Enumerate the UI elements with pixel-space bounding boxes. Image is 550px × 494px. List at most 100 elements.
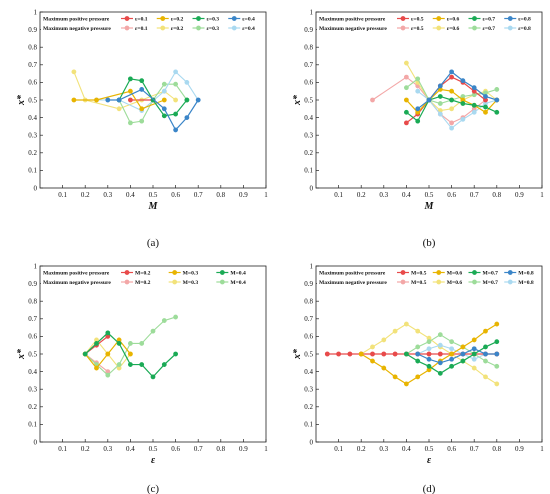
x-tick-label: 0.4 [126, 445, 135, 453]
data-point [403, 120, 409, 126]
legend-entry-label: ε=0.4 [242, 26, 255, 32]
data-point [437, 332, 443, 338]
legend-entry-label: ε=0.7 [483, 17, 496, 23]
data-point [370, 97, 375, 103]
data-point [403, 60, 409, 66]
legend-swatch-marker [472, 16, 477, 21]
legend-swatch-marker [172, 279, 178, 285]
x-tick-label: 0.2 [357, 445, 366, 453]
y-tick-label: 0.1 [304, 421, 313, 429]
y-tick-label: 0 [310, 438, 314, 446]
y-tick-label: 0.7 [28, 315, 37, 323]
legend-entry-label: M=0.3 [183, 280, 199, 286]
data-point [471, 102, 477, 108]
data-point [161, 113, 167, 119]
data-point [471, 85, 477, 91]
legend-swatch-marker [124, 279, 130, 285]
data-point [105, 372, 111, 378]
series-positive [105, 87, 201, 133]
legend-entry-label: ε=0.2 [171, 26, 184, 32]
data-point [173, 81, 178, 87]
legend-swatch-marker [400, 25, 406, 31]
data-point [116, 106, 122, 112]
data-point [449, 120, 454, 126]
data-point [173, 97, 178, 103]
data-point [195, 97, 201, 103]
data-point [471, 337, 477, 343]
data-point [139, 87, 145, 92]
x-tick-label: 0.3 [103, 191, 112, 199]
y-tick-label: 0.8 [28, 44, 37, 52]
x-tick-label: 0.3 [103, 445, 112, 453]
legend-swatch-marker [472, 279, 477, 285]
data-point [403, 97, 409, 103]
y-tick-label: 0.8 [304, 298, 313, 306]
data-point [173, 127, 178, 133]
x-tick-label: 0.1 [334, 191, 343, 199]
y-tick-label: 0.6 [304, 79, 313, 87]
data-point [460, 351, 466, 357]
data-point [437, 360, 443, 366]
data-point [127, 362, 133, 367]
data-point [449, 97, 454, 103]
data-point [173, 69, 178, 75]
x-tick-label: 0.2 [81, 445, 90, 453]
legend-box [41, 267, 265, 287]
legend-row-label: Maximum negative pressure [319, 26, 387, 32]
data-point [426, 363, 432, 369]
legend-row-label: Maximum negative pressure [319, 280, 387, 286]
data-point [415, 88, 421, 94]
y-tick-label: 1 [34, 8, 38, 16]
data-point [415, 118, 421, 124]
legend-entry-label: M=0.7 [483, 271, 499, 277]
data-point [415, 106, 421, 112]
legend-entry-label: M=0.8 [518, 280, 534, 286]
panel-caption: (a) [147, 237, 160, 249]
data-point [415, 351, 421, 357]
data-point [471, 109, 477, 115]
data-point [471, 346, 477, 352]
data-point [139, 106, 145, 112]
data-point [161, 318, 167, 323]
series-positive [71, 88, 167, 112]
data-point [449, 74, 454, 80]
y-tick-label: 1 [34, 262, 38, 270]
series-positive [358, 321, 500, 387]
data-point [370, 351, 375, 357]
y-tick-label: 0.5 [28, 96, 37, 104]
legend: Maximum positive pressure Maximum negativ… [317, 13, 541, 33]
data-point [94, 341, 99, 346]
legend-swatch-marker [436, 279, 442, 285]
legend-entry-label: ε=0.6 [447, 17, 460, 23]
x-tick-label: 0.1 [58, 191, 67, 199]
data-point [347, 351, 353, 357]
data-point [460, 358, 466, 364]
data-point [426, 351, 432, 357]
x-tick-label: 0.9 [515, 191, 524, 199]
data-point [494, 381, 500, 387]
y-tick-label: 0.2 [304, 403, 313, 411]
data-point [392, 374, 398, 380]
data-point [460, 344, 466, 350]
y-tick-label: 0.7 [28, 61, 37, 69]
legend-box [41, 13, 265, 33]
x-tick-label: 1 [540, 445, 544, 453]
y-tick-label: 0.2 [304, 149, 313, 157]
data-point [116, 97, 122, 103]
data-point [71, 97, 77, 103]
y-tick-label: 0.4 [304, 368, 313, 376]
data-point [150, 374, 156, 380]
x-tick-label: 0.4 [402, 445, 411, 453]
data-point [105, 330, 111, 336]
legend-entry-label: ε=0.5 [411, 26, 424, 32]
y-tick-label: 0.9 [28, 26, 37, 34]
data-point [437, 83, 443, 89]
data-point [358, 351, 364, 357]
y-axis-label: x* [16, 94, 27, 106]
panel-caption: (c) [147, 483, 160, 494]
legend-entry-label: ε=0.4 [242, 17, 255, 23]
data-point [324, 351, 330, 357]
legend-swatch-marker [231, 16, 237, 21]
x-tick-label: 0.7 [470, 191, 479, 199]
